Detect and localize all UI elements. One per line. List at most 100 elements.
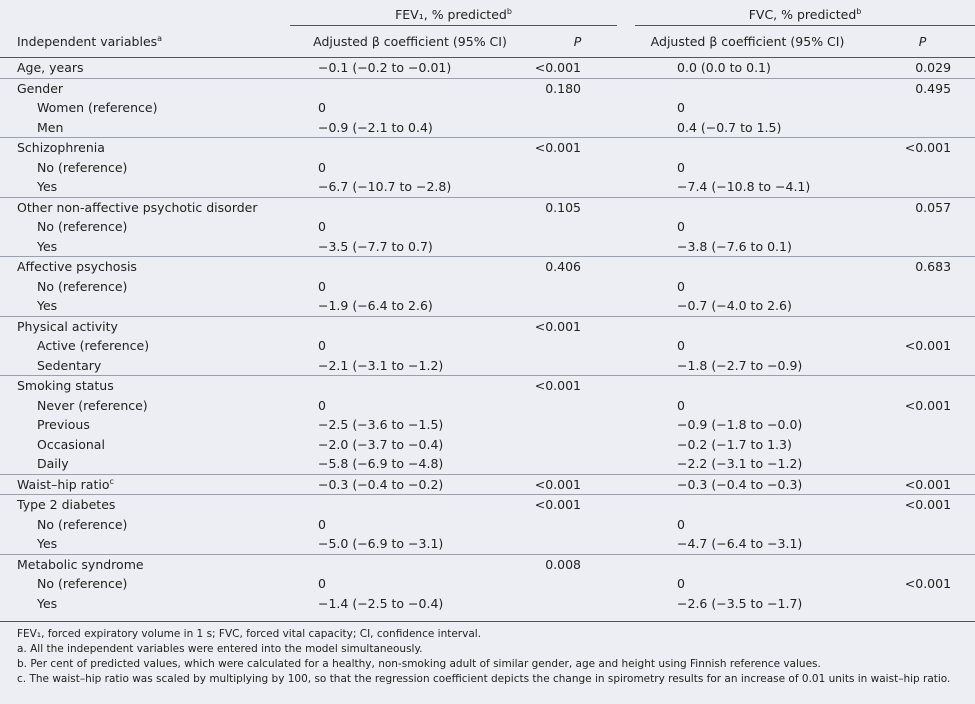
cell: 0.495 (870, 78, 975, 98)
row-group: Type 2 diabetes <0.001 <0.001 No (reference… (0, 494, 975, 555)
cell-text: <0.001 (904, 397, 952, 413)
cell-text: <0.001 (534, 60, 582, 76)
header-text: Adjusted β coefficient (95% CI) (650, 34, 845, 49)
cell (290, 78, 530, 98)
row-label: Age, years (0, 58, 290, 79)
cell-text: −2.5 (−3.6 to −1.5) (318, 417, 444, 433)
cell-text: <0.001 (904, 497, 952, 513)
cell (870, 118, 975, 138)
cell-text: 0.008 (545, 556, 582, 572)
label-text: Type 2 diabetes (17, 497, 116, 513)
cell-text: <0.001 (534, 378, 582, 394)
footnote-mark: b (506, 6, 512, 16)
cell-text: 0 (318, 516, 326, 532)
cell-text: <0.001 (904, 338, 952, 354)
cell (530, 237, 625, 257)
cell: −5.8 (−6.9 to −4.8) (290, 454, 530, 474)
cell: −4.7 (−6.4 to −3.1) (625, 534, 870, 554)
cell-text: 0 (318, 397, 326, 413)
cell (625, 554, 870, 574)
cell-text: −0.9 (−2.1 to 0.4) (318, 119, 433, 135)
row: Affective psychosis 0.406 0.683 (0, 257, 975, 277)
cell-text: 0.180 (545, 80, 582, 96)
label-text: Waist–hip ratio (17, 476, 110, 492)
cell: 0 (625, 574, 870, 594)
row-label: Yes (0, 594, 290, 614)
row-label: Women (reference) (0, 98, 290, 118)
table: FEV₁, % predictedb FVC, % predictedb Ind… (0, 0, 975, 614)
cell-text: −6.7 (−10.7 to −2.8) (318, 179, 452, 195)
label-text: No (reference) (37, 576, 128, 592)
label-text: Yes (37, 536, 58, 552)
cell: 0 (625, 277, 870, 297)
cell: 0 (625, 515, 870, 535)
cell: <0.001 (870, 574, 975, 594)
cell (625, 316, 870, 336)
cell-text: 0.029 (915, 60, 952, 76)
cell-text: 0.4 (−0.7 to 1.5) (677, 119, 782, 135)
row-label: Occasional (0, 435, 290, 455)
cell-text: 0 (677, 159, 685, 175)
cell (625, 78, 870, 98)
row: Metabolic syndrome 0.008 (0, 554, 975, 574)
row-group: Other non-affective psychotic disorder 0.… (0, 197, 975, 257)
cell (290, 197, 530, 217)
cell (530, 98, 625, 118)
cell: −0.3 (−0.4 to −0.2) (290, 474, 530, 495)
row-label: Other non-affective psychotic disorder (0, 197, 290, 217)
label-text: Yes (37, 179, 58, 195)
footnote: a. All the independent variables were en… (17, 643, 423, 655)
cell: 0.180 (530, 78, 625, 98)
label-text: Schizophrenia (17, 140, 105, 156)
cell: 0.029 (870, 58, 975, 79)
cell: 0.105 (530, 197, 625, 217)
label-text: Occasional (37, 436, 105, 452)
cell: −2.5 (−3.6 to −1.5) (290, 415, 530, 435)
cell: <0.001 (530, 495, 625, 515)
header-text: P (573, 34, 582, 49)
row-label: Metabolic syndrome (0, 554, 290, 574)
cell-text: −0.3 (−0.4 to −0.3) (677, 476, 803, 492)
cell (530, 118, 625, 138)
cell-text: −3.5 (−7.7 to 0.7) (318, 238, 433, 254)
row-label: No (reference) (0, 277, 290, 297)
row: Other non-affective psychotic disorder 0.… (0, 197, 975, 217)
cell (870, 534, 975, 554)
header-text: P (918, 34, 927, 49)
group-header: FVC, % predictedb (625, 0, 975, 26)
cell-text: −0.1 (−0.2 to −0.01) (318, 60, 452, 76)
row: Never (reference) 0 0 <0.001 (0, 396, 975, 416)
row: Age, years −0.1 (−0.2 to −0.01) <0.001 0.0 … (0, 58, 975, 79)
row-group: Affective psychosis 0.406 0.683 No (referen… (0, 256, 975, 317)
column-header: Adjusted β coefficient (95% CI) (290, 26, 530, 58)
cell: <0.001 (530, 138, 625, 158)
label-text: Sedentary (37, 357, 102, 373)
cell-text: −2.1 (−3.1 to −1.2) (318, 357, 444, 373)
label-text: Yes (37, 298, 58, 314)
cell: <0.001 (870, 495, 975, 515)
cell: −2.6 (−3.5 to −1.7) (625, 594, 870, 614)
cell-text: 0 (677, 219, 685, 235)
cell (870, 415, 975, 435)
cell: −1.4 (−2.5 to −0.4) (290, 594, 530, 614)
cell (530, 296, 625, 316)
cell: −0.3 (−0.4 to −0.3) (625, 474, 870, 495)
cell (870, 594, 975, 614)
row: Previous −2.5 (−3.6 to −1.5) −0.9 (−1.8 to… (0, 415, 975, 435)
cell (870, 177, 975, 197)
cell: 0 (290, 336, 530, 356)
row-label: Affective psychosis (0, 257, 290, 277)
label-text: Affective psychosis (17, 259, 137, 275)
cell-text: <0.001 (904, 140, 952, 156)
cell-text: 0 (677, 338, 685, 354)
cell: <0.001 (870, 336, 975, 356)
footnotes: FEV₁, forced expiratory volume in 1 s; F… (0, 621, 975, 687)
cell: 0 (290, 515, 530, 535)
cell: −1.8 (−2.7 to −0.9) (625, 356, 870, 376)
row: Smoking status <0.001 (0, 376, 975, 396)
cell (625, 376, 870, 396)
cell (870, 277, 975, 297)
cell (290, 376, 530, 396)
row: No (reference) 0 0 (0, 217, 975, 237)
cell-text: −7.4 (−10.8 to −4.1) (677, 179, 811, 195)
